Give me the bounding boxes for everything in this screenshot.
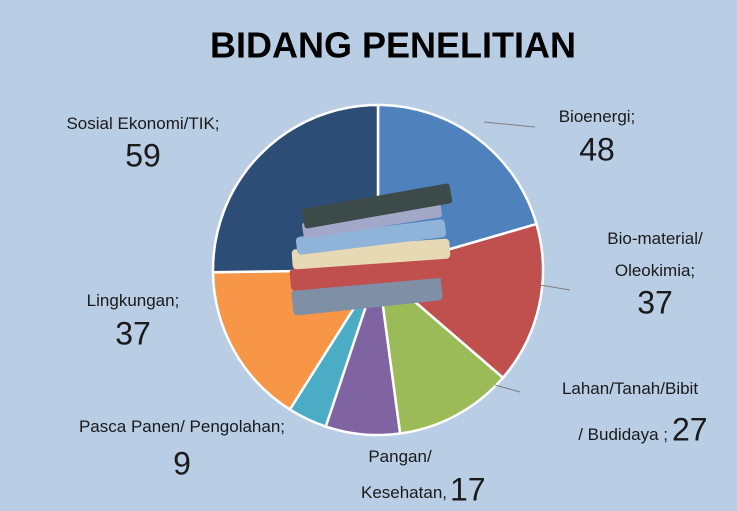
value-label: 37 [637,284,673,320]
slice-label-line: Pasca Panen/ Pengolahan; [79,417,285,436]
value-label: 37 [115,315,151,351]
slice-label: Lahan/Tanah/Bibit / Budidaya ; [562,379,698,444]
slice-label: Bio-material/Oleokimia; [607,229,703,280]
slice-label: Bioenergi; [559,107,636,126]
slice-label: Sosial Ekonomi/TIK; [66,114,219,133]
value-label: 9 [173,445,191,481]
slice-label-line: Bioenergi; [559,107,636,126]
slice-label-line: Pangan/ [368,447,432,466]
slice-label-line: Sosial Ekonomi/TIK; [66,114,219,133]
slice-label: Pasca Panen/ Pengolahan; [79,417,285,436]
slice-label: Pangan/Kesehatan, [361,447,447,502]
value-label: 59 [125,137,161,173]
slice-label-line: Lingkungan; [87,291,180,310]
slice-label-line: / Budidaya ; [578,425,668,444]
value-label: 17 [450,471,486,507]
pie-slice [376,266,505,435]
slice-label-line: Lahan/Tanah/Bibit [562,379,698,398]
slice-label-line: Bio-material/ [607,229,703,248]
chart-title: BIDANG PENELITIAN [210,25,576,66]
slice-label-line: Kesehatan, [361,483,447,502]
value-label: 27 [672,411,708,447]
leader-lines [483,121,571,393]
books-illustration [289,183,453,316]
slice-label-line: Oleokimia; [615,261,695,280]
slice-label: Lingkungan; [87,291,180,310]
value-label: 48 [579,131,615,167]
